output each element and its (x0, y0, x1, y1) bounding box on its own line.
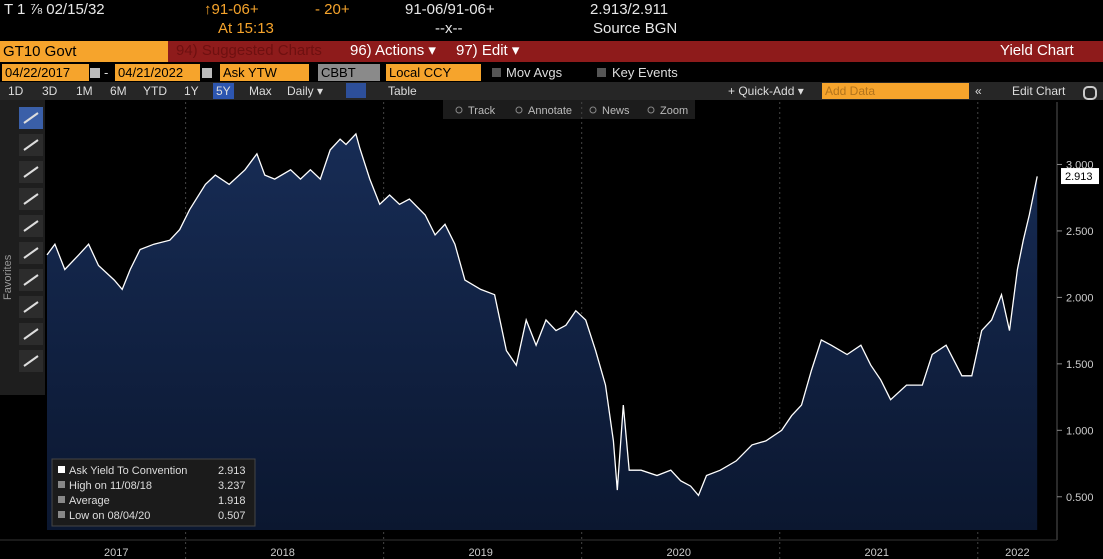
settings-gear[interactable] (1083, 86, 1097, 100)
checkbox[interactable] (492, 68, 501, 77)
period-button[interactable]: 1M (76, 84, 93, 98)
tool-glyph (23, 220, 39, 232)
legend-icon (58, 466, 65, 473)
calendar-icon[interactable] (202, 68, 212, 78)
chart-tool-icon (647, 106, 655, 114)
legend-label: High on 11/08/18 (69, 480, 152, 492)
legend-icon (58, 496, 65, 503)
frequency[interactable]: Daily ▾ (287, 84, 324, 98)
date-separator: - (104, 65, 109, 80)
legend-value: 1.918 (218, 495, 246, 507)
legend-label: Low on 08/04/20 (69, 510, 150, 522)
last-value-tag (1061, 168, 1099, 185)
period-button[interactable]: 1Y (184, 84, 199, 98)
chart-tool-icon (515, 106, 523, 114)
chart-type-icon[interactable] (346, 83, 366, 98)
area-fill (46, 133, 1038, 530)
quick-add[interactable]: + Quick-Add ▾ (728, 84, 804, 98)
end-date[interactable]: 04/21/2022 (115, 64, 200, 81)
x-tick-label: 2020 (666, 547, 690, 559)
legend-icon (58, 481, 65, 488)
y-tick-label: 2.500 (1066, 226, 1094, 238)
chart-tool: News (602, 105, 630, 117)
tool-glyph (23, 328, 39, 340)
calendar-icon[interactable] (90, 68, 100, 78)
checkbox[interactable] (597, 68, 606, 77)
period-button[interactable]: 3D (42, 84, 58, 98)
y-tick-label: 0.500 (1066, 492, 1094, 504)
yields: 2.913/2.911 (590, 1, 669, 18)
tool-glyph (23, 301, 39, 313)
collapse[interactable]: « (975, 84, 982, 98)
pricing-source[interactable]: CBBT (318, 64, 380, 81)
yield-line (46, 132, 1038, 497)
chart-tool-icon (455, 106, 463, 114)
field[interactable]: Ask YTW (220, 64, 309, 81)
legend-value: 0.507 (218, 510, 246, 522)
legend-label: Average (69, 495, 110, 507)
chart-tools-bar (443, 100, 695, 119)
x-tick-label: 2022 (1005, 547, 1029, 559)
chart-tool: Zoom (660, 105, 688, 117)
panel-title: Yield Chart (1000, 42, 1074, 59)
table-button[interactable]: Table (388, 84, 417, 98)
change: - 20+ (315, 1, 350, 18)
x-tick-label: 2017 (104, 547, 128, 559)
period-button[interactable]: 6M (110, 84, 127, 98)
last-value-label: 2.913 (1065, 171, 1093, 183)
chart-tool: Annotate (528, 105, 572, 117)
tool-glyph (23, 355, 39, 367)
y-tick-label: 2.000 (1066, 292, 1094, 304)
x-tick-label: 2021 (865, 547, 889, 559)
size: --x-- (435, 20, 463, 37)
add-data[interactable]: Add Data (822, 83, 969, 99)
tool-glyph (23, 112, 39, 124)
y-tick-label: 1.500 (1066, 359, 1094, 371)
tool-glyph (23, 193, 39, 205)
toggle[interactable]: Key Events (612, 65, 678, 80)
time: At 15:13 (218, 20, 274, 37)
period-button[interactable]: YTD (143, 84, 167, 98)
x-tick-label: 2019 (468, 547, 492, 559)
favorites-label: Favorites (2, 254, 14, 300)
tool-glyph (23, 139, 39, 151)
legend-value: 3.237 (218, 480, 246, 492)
menu-item[interactable]: 94) Suggested Charts (176, 42, 322, 59)
bid-ask: 91-06/91-06+ (405, 1, 495, 18)
chart-tool: Track (468, 105, 496, 117)
y-tick-label: 1.000 (1066, 425, 1094, 437)
period-button[interactable]: 1D (8, 84, 24, 98)
legend-box (51, 458, 256, 527)
security: T 1 ⅞ 02/15/32 (4, 1, 105, 18)
legend-label: Ask Yield To Convention (69, 465, 187, 477)
start-date[interactable]: 04/22/2017 (2, 64, 89, 81)
legend-value: 2.913 (218, 465, 246, 477)
ticker[interactable]: GT10 Govt (0, 41, 168, 62)
menu-item[interactable]: 96) Actions ▾ (350, 42, 436, 59)
price: ↑91-06+ (204, 1, 259, 18)
x-tick-label: 2018 (270, 547, 294, 559)
period-button[interactable]: 5Y (213, 83, 234, 99)
edit-chart[interactable]: Edit Chart (1012, 84, 1066, 98)
menu-bar (168, 41, 1103, 62)
tool-glyph (23, 166, 39, 178)
menu-item[interactable]: 97) Edit ▾ (456, 42, 520, 59)
chart-tool-icon (589, 106, 597, 114)
currency[interactable]: Local CCY (386, 64, 481, 81)
period-button[interactable]: Max (249, 84, 272, 98)
toggle[interactable]: Mov Avgs (506, 65, 563, 80)
legend-icon (58, 511, 65, 518)
source: Source BGN (593, 20, 678, 37)
tool-glyph (23, 274, 39, 286)
tool-glyph (23, 247, 39, 259)
